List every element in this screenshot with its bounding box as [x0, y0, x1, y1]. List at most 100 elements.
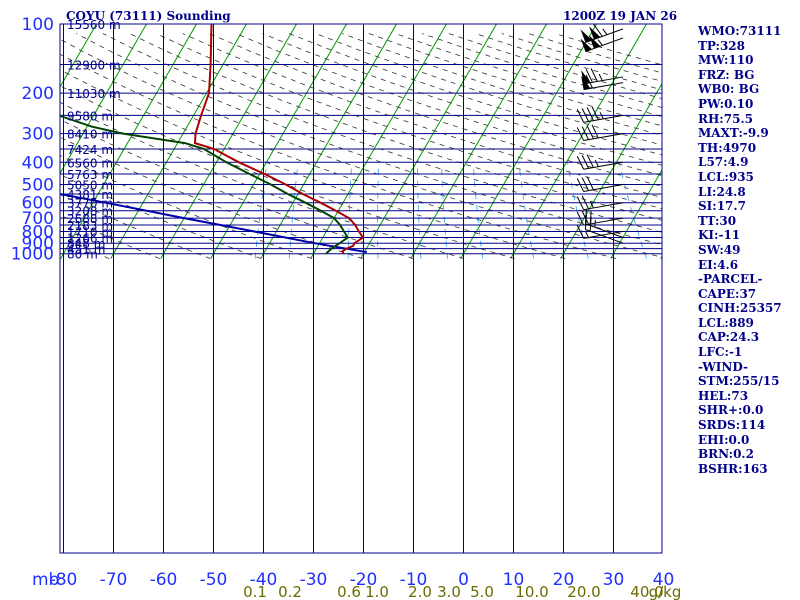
height-label: 3208 m	[67, 205, 113, 219]
wind-barb-half	[599, 112, 604, 120]
wind-barb-staff	[583, 202, 624, 211]
wind-barb-full	[576, 109, 585, 123]
wind-barb-full	[585, 74, 593, 89]
isotherm-line	[60, 24, 148, 175]
mixing-ratio-label: 10.0	[515, 583, 548, 600]
index-item: SRDS:114	[698, 418, 766, 433]
index-item: L57:4.9	[698, 155, 749, 170]
height-label: 5050 m	[67, 179, 113, 193]
wind-barb-half	[584, 230, 589, 238]
wind-barb	[576, 106, 624, 123]
wind-barb	[576, 225, 624, 239]
wind-barb-half	[594, 219, 596, 228]
temperature-tick-label: 30	[603, 570, 625, 590]
mixing-ratio-line	[288, 162, 299, 259]
dry-adiabat	[60, 214, 160, 259]
temperature-tick-label: -80	[50, 570, 78, 590]
wind-barb-full	[576, 196, 585, 210]
wind-barb-full	[581, 177, 589, 191]
pressure-label: 200	[22, 84, 54, 104]
temperature-tick-label: -20	[350, 570, 378, 590]
wind-barb-full	[586, 107, 594, 121]
wind-barb-staff	[585, 223, 624, 238]
wind-barb-staff	[583, 217, 624, 226]
index-item: RH:75.5	[698, 111, 753, 126]
temperature-tick-label: -50	[200, 570, 228, 590]
index-item: EHI:0.0	[698, 432, 750, 447]
wind-barbs	[576, 24, 624, 244]
dry-adiabat	[60, 193, 211, 259]
pressure-label: 300	[22, 125, 54, 145]
dry-adiabat	[60, 69, 566, 259]
height-label: 2183 m	[67, 219, 113, 233]
index-item: TT:30	[698, 213, 737, 228]
wind-barb-full	[576, 155, 585, 170]
dewpoint-profile	[60, 114, 350, 255]
mixing-ratio-label: 40.0	[630, 583, 663, 600]
mixing-ratio-line	[417, 162, 422, 259]
wind-barb-pennant	[581, 75, 591, 90]
plot-area	[0, 13, 662, 553]
wind-barb-staff	[583, 161, 624, 170]
index-item: PW:0.10	[698, 96, 754, 111]
mixing-ratio-label: 20.0	[567, 583, 600, 600]
index-item: KI:-11	[698, 228, 741, 243]
index-item: LCL:935	[698, 169, 754, 184]
wind-barb-half	[594, 159, 599, 167]
dry-adiabat	[102, 33, 662, 233]
temperature-profile	[193, 24, 365, 255]
wind-barb-full	[586, 154, 594, 168]
pressure-label: 1000	[11, 245, 54, 265]
height-label: 8410 m	[67, 128, 113, 142]
wind-barb	[576, 154, 624, 170]
wind-barb-staff	[583, 230, 624, 239]
plot-frame	[59, 23, 663, 554]
wind-barb-pennant	[580, 29, 592, 43]
index-item: WMO:73111	[698, 24, 782, 38]
mixing-ratio-line	[441, 162, 448, 259]
index-item: MAXT:-9.9	[698, 126, 769, 141]
wind-barb-full	[586, 176, 594, 190]
wind-barb-staff	[583, 184, 624, 192]
mixing-ratio-label: 3.0	[437, 583, 461, 600]
temperature-axis-label: mb	[32, 570, 59, 590]
index-item: STM:255/15	[698, 374, 780, 389]
temperature-tick-label: -70	[100, 570, 128, 590]
pressure-label: 900	[22, 234, 54, 254]
time-title: 1200Z 19 JAN 26	[563, 9, 678, 23]
index-item: SI:17.7	[698, 199, 746, 214]
index-item: TP:328	[698, 38, 746, 53]
mixing-ratio-line	[618, 162, 647, 259]
wind-barb-full	[591, 124, 599, 139]
wind-barb-full	[581, 210, 589, 225]
wind-barb	[576, 176, 624, 192]
dry-adiabat	[315, 33, 662, 146]
wind-barb-full	[581, 155, 589, 169]
height-label: 7424 m	[67, 143, 113, 157]
index-item: -WIND-	[698, 359, 748, 374]
dry-adiabat	[288, 33, 662, 156]
dry-adiabat	[60, 38, 662, 258]
index-item: CAP:24.3	[698, 330, 760, 345]
wind-barb-full	[585, 69, 593, 83]
index-item: EI:4.6	[698, 257, 739, 272]
wind-barb	[580, 35, 624, 53]
mixing-ratio-label: 5.0	[470, 583, 494, 600]
dry-adiabat	[60, 101, 465, 259]
mixing-ratio-label: 1.0	[365, 583, 389, 600]
height-label: 1266 m	[67, 231, 113, 245]
pressure-label: 500	[22, 176, 54, 196]
parcel-path	[60, 192, 368, 254]
index-item: LCL:889	[698, 315, 754, 330]
isotherm-line	[0, 13, 3, 258]
wind-barb	[581, 74, 624, 91]
height-label: 5763 m	[67, 168, 113, 182]
temperature-tick-label: 20	[553, 570, 575, 590]
height-label: 80 m	[67, 248, 98, 262]
index-item: BRN:0.2	[698, 447, 754, 462]
height-label: 2688 m	[67, 212, 113, 226]
wind-barb	[576, 124, 624, 142]
dry-adiabat	[182, 33, 662, 198]
